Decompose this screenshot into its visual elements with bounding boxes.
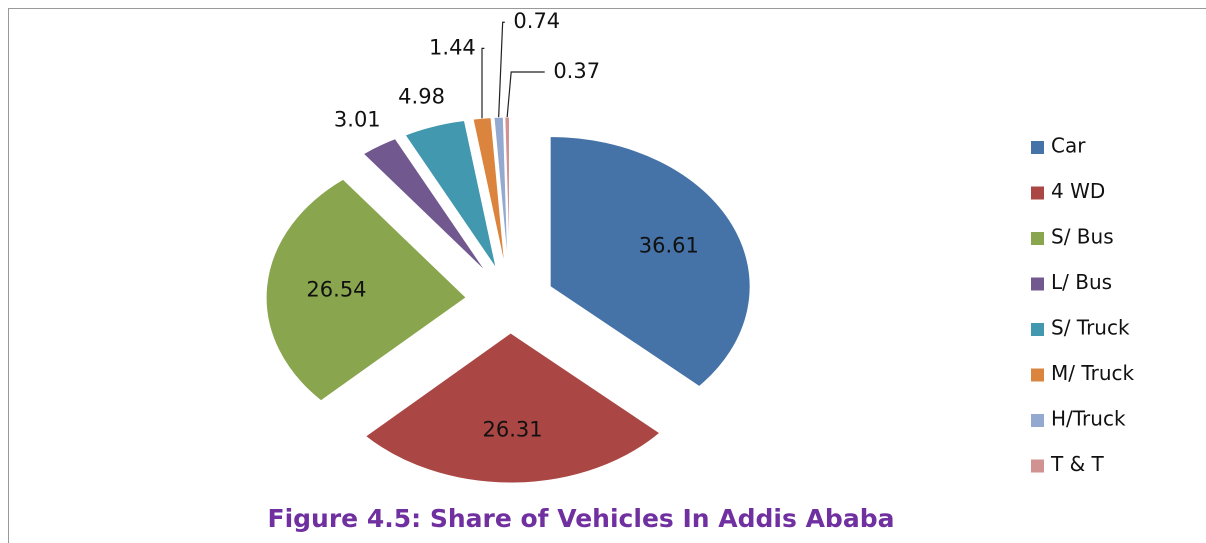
legend-label: L/ Bus [1051, 270, 1112, 294]
data-label: 26.54 [306, 277, 366, 301]
frame [8, 8, 1206, 543]
chart-title: Figure 4.5: Share of Vehicles In Addis A… [268, 504, 895, 533]
leader-line [481, 47, 485, 119]
leader-line [506, 71, 545, 118]
legend-label: T & T [1050, 452, 1105, 476]
legend-swatch [1031, 277, 1044, 291]
data-label: 26.31 [483, 417, 543, 441]
data-label: 1.44 [429, 35, 476, 59]
legend-swatch [1031, 141, 1044, 154]
leader-line [498, 21, 505, 118]
legend-label: 4 WD [1051, 179, 1105, 203]
legend-swatch [1031, 368, 1044, 382]
pie-slice [472, 117, 506, 268]
legend-swatch [1031, 323, 1044, 336]
pie-slice [404, 120, 497, 269]
legend-swatch [1031, 459, 1044, 473]
data-label: 0.74 [513, 9, 560, 33]
legend-label: S/ Bus [1051, 225, 1114, 249]
pie-slice [549, 136, 751, 388]
data-label: 4.98 [398, 85, 445, 109]
legend-label: Car [1051, 134, 1086, 158]
pie-slice [362, 138, 487, 273]
legend-swatch [1031, 186, 1044, 200]
legend-swatch [1031, 232, 1044, 245]
pie-slice [265, 178, 467, 402]
data-label: 36.61 [639, 234, 699, 258]
legend-swatch [1031, 414, 1044, 427]
data-label: 3.01 [334, 107, 381, 131]
data-label: 0.37 [553, 59, 600, 83]
legend-label: M/ Truck [1051, 361, 1135, 385]
legend-label: H/Truck [1051, 407, 1126, 431]
pie-slice [364, 332, 661, 484]
legend-label: S/ Truck [1051, 316, 1130, 340]
